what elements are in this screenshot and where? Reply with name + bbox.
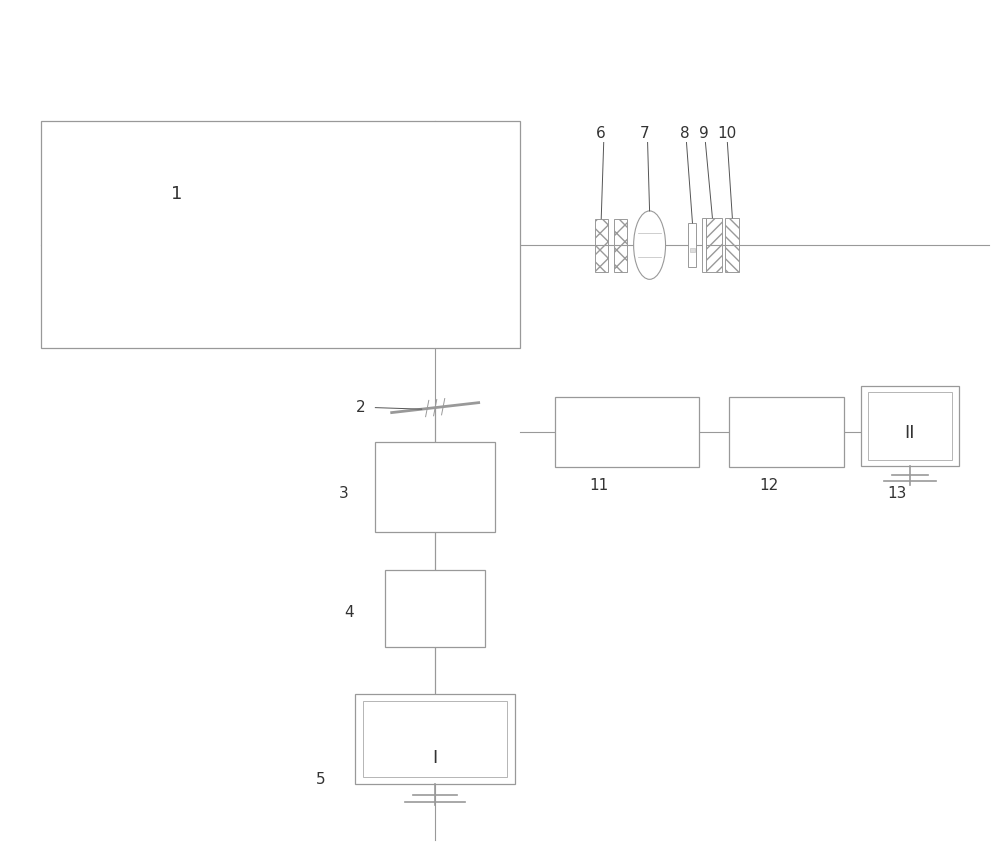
Bar <box>706 218 722 273</box>
Bar <box>690 248 695 251</box>
Bar <box>375 442 495 532</box>
Text: 9: 9 <box>699 126 709 142</box>
Text: 8: 8 <box>680 126 690 142</box>
Text: 1: 1 <box>171 184 182 202</box>
Text: 3: 3 <box>338 486 348 500</box>
Text: 6: 6 <box>596 126 605 142</box>
Bar <box>363 701 507 777</box>
Bar <box>614 219 627 272</box>
Text: 4: 4 <box>344 606 354 620</box>
Text: 10: 10 <box>717 126 737 142</box>
Bar <box>702 218 706 273</box>
Text: 2: 2 <box>355 400 365 415</box>
Bar <box>595 219 608 272</box>
Bar <box>355 694 515 784</box>
Text: 7: 7 <box>640 126 649 142</box>
Text: 13: 13 <box>887 486 906 501</box>
Text: 12: 12 <box>759 478 779 493</box>
Bar <box>861 386 959 466</box>
Ellipse shape <box>634 211 666 280</box>
Text: 11: 11 <box>590 478 609 493</box>
Bar <box>868 392 952 460</box>
Bar <box>555 397 699 468</box>
Text: II: II <box>905 424 915 442</box>
Text: 5: 5 <box>316 772 325 787</box>
Bar <box>729 397 844 468</box>
Bar <box>41 121 520 347</box>
Bar <box>725 218 739 273</box>
Text: I: I <box>433 749 438 767</box>
Bar <box>385 570 485 647</box>
Bar <box>688 223 696 268</box>
